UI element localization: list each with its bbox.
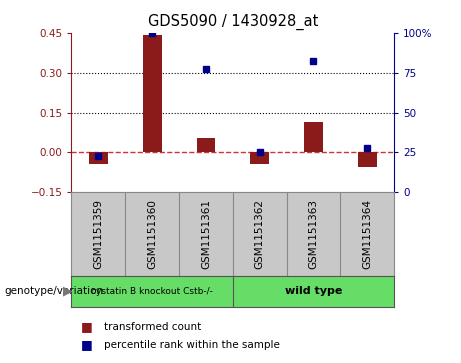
Text: wild type: wild type	[285, 286, 342, 296]
Bar	[143, 34, 161, 152]
Text: ▶: ▶	[64, 285, 73, 298]
Bar	[304, 122, 323, 152]
Text: GSM1151363: GSM1151363	[308, 199, 319, 269]
Bar	[71, 276, 233, 307]
Text: transformed count: transformed count	[104, 322, 201, 332]
Text: genotype/variation: genotype/variation	[5, 286, 104, 296]
Bar	[89, 152, 108, 164]
Bar	[196, 138, 215, 152]
Text: GSM1151360: GSM1151360	[147, 199, 157, 269]
Text: GSM1151364: GSM1151364	[362, 199, 372, 269]
Bar	[250, 152, 269, 164]
Text: ■: ■	[81, 338, 92, 351]
Title: GDS5090 / 1430928_at: GDS5090 / 1430928_at	[148, 14, 318, 30]
Bar	[233, 276, 394, 307]
Text: percentile rank within the sample: percentile rank within the sample	[104, 340, 280, 350]
Text: GSM1151359: GSM1151359	[93, 199, 103, 269]
Text: ■: ■	[81, 320, 92, 333]
Text: GSM1151362: GSM1151362	[254, 199, 265, 269]
Text: GSM1151361: GSM1151361	[201, 199, 211, 269]
Bar	[358, 152, 377, 167]
Text: cystatin B knockout Cstb-/-: cystatin B knockout Cstb-/-	[91, 287, 213, 296]
